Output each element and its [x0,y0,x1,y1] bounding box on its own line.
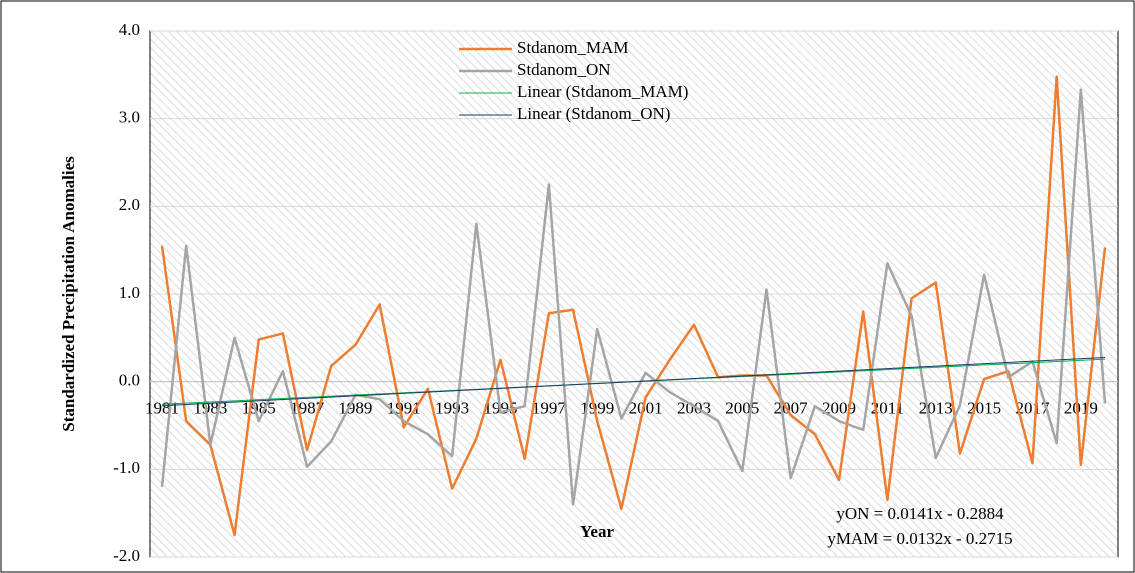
x-tick-label: 1981 [145,399,179,418]
data-line [160,88,1107,506]
y-tick-label: -1.0 [113,458,140,477]
x-tick-label: 1997 [532,399,567,418]
x-axis-title: Year [580,522,614,541]
equation: yMAM = 0.0132x - 0.2715 [827,529,1012,548]
x-tick-label: 2017 [1015,399,1050,418]
x-tick-label: 2011 [871,399,904,418]
trend-line [161,357,1106,407]
legend-label: Stdanom_ON [517,60,611,79]
legend-label: Stdanom_MAM [517,38,628,57]
legend-label: Linear (Stdanom_ON) [517,104,670,123]
y-tick-label: 1.0 [119,283,140,302]
x-tick-label: 2019 [1064,399,1098,418]
x-tick-label: 2005 [725,399,759,418]
y-tick-label: 0.0 [119,371,140,390]
y-tick-label: 3.0 [119,108,140,127]
legend-label: Linear (Stdanom_MAM) [517,82,688,101]
x-tick-label: 2013 [919,399,953,418]
y-tick-label: 2.0 [119,195,140,214]
x-tick-label: 1999 [580,399,614,418]
equation: yON = 0.0141x - 0.2884 [836,504,1004,523]
x-tick-label: 2001 [629,399,663,418]
data-line [160,75,1107,537]
y-tick-label: 4.0 [119,20,140,39]
x-tick-label: 1989 [338,399,372,418]
y-axis-title: Standardized Precipitation Anomalies [59,156,78,432]
y-tick-label: -2.0 [113,546,140,565]
x-tick-label: 1993 [435,399,469,418]
